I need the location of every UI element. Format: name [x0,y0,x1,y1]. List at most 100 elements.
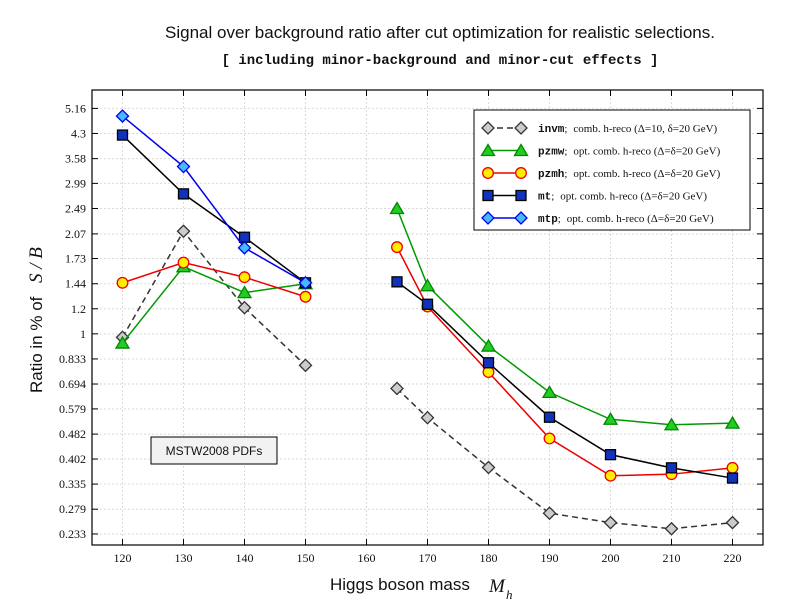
legend-name: mtp [538,214,558,226]
series-invm-point [176,224,191,239]
x-axis-label: Higgs boson mass [330,575,470,594]
annotation-text: MSTW2008 PDFs [166,444,263,458]
series-pzmh-point [238,271,251,284]
series-pzmh-point [116,276,129,289]
series-invm-point [664,521,679,536]
legend-entry-pzmw: pzmw; opt. comb. h-reco (Δ=δ=20 GeV) [480,143,721,159]
legend-separator: ; [558,213,561,225]
legend-marker [481,211,495,225]
series-mt-point [604,449,617,461]
series-pzmw-point [663,417,680,431]
x-tick-label: 140 [236,551,254,565]
series-mt-point [543,411,556,423]
x-tick-label: 130 [175,551,193,565]
series-mt-point [421,298,434,310]
series-invm-point [237,300,252,315]
x-tick-label: 210 [663,551,681,565]
series-mtp [115,109,313,290]
series-invm-point [481,460,496,475]
y-axis-label: Ratio in % of [27,296,46,393]
y-tick-label: 0.335 [59,477,86,491]
x-tick-label: 200 [602,551,620,565]
x-tick-label: 160 [358,551,376,565]
series-mt-point [726,472,739,484]
series-invm-point [390,381,404,396]
series-pzmh-point [177,256,190,269]
series-pzmw-line [396,208,733,426]
series-invm-point [420,410,435,425]
series-pzmw [114,201,741,431]
annotation-box [150,436,278,465]
series-mtp-point [115,109,130,123]
x-tick-label: 190 [541,551,559,565]
series-pzmh-point [604,469,617,482]
legend-marker [481,121,495,135]
series-pzmh-point [299,290,312,303]
series-invm-point [725,515,740,530]
legend-entry-mtp: mtp; opt. comb. h-reco (Δ=δ=20 GeV) [481,211,714,226]
chart-title: Signal over background ratio after cut o… [165,23,715,42]
series-invm-line [121,229,307,366]
series-mt-point [177,188,190,200]
legend-name: mt [538,192,551,204]
x-tick-label: 170 [419,551,437,565]
series-pzmw-point [541,385,558,399]
x-axis-symbol: M [488,576,506,597]
series-pzmw-point [389,201,405,215]
series-pzmw-point [602,411,619,425]
legend-marker [480,143,496,157]
legend-separator: ; [564,123,567,135]
y-tick-label: 2.49 [65,202,86,216]
legend-marker [515,189,527,202]
y-tick-label: 1.73 [65,252,86,266]
y-tick-label: 2.07 [65,227,86,241]
series-pzmw-point [724,415,741,429]
legend-description: opt. comb. h-reco (Δ=δ=20 GeV) [573,146,720,158]
series-pzmw-point [236,285,253,299]
series-invm-point [298,358,313,373]
legend-description: opt. comb. h-reco (Δ=δ=20 GeV) [567,213,714,225]
x-tick-label: 180 [480,551,498,565]
legend-description: opt. comb. h-reco (Δ=δ=20 GeV) [560,191,707,203]
series-pzmh-line [396,246,733,477]
legend-separator: ; [564,146,567,158]
series-mt-point [482,357,495,369]
legend-name: pzmh [538,169,564,181]
series-mt-point [116,129,129,141]
x-tick-label: 150 [297,551,315,565]
y-tick-label: 1.44 [65,277,86,291]
series-pzmh-point [391,241,403,254]
series-group [114,109,741,536]
series-mt-point [391,276,403,288]
y-tick-label: 1.2 [71,302,86,316]
series-mtp-point [298,275,313,290]
legend-marker [514,121,528,135]
chart-subtitle: [ including minor-background and minor-c… [222,53,659,69]
series-mt-line [121,134,306,284]
legend-entry-invm: invm; comb. h-reco (Δ=10, δ=20 GeV) [481,121,718,136]
y-tick-label: 0.233 [59,527,86,541]
series-pzmw-point [480,338,497,352]
series-pzmh-line [122,261,306,298]
series-pzmh-point [543,432,556,445]
legend-marker [513,143,529,157]
legend-separator: ; [564,168,567,180]
series-mt [116,129,739,484]
legend-entry-pzmh: pzmh; opt. comb. h-reco (Δ=δ=20 GeV) [482,167,721,181]
series-invm-point [603,515,618,530]
y-tick-label: 0.279 [59,502,86,516]
x-tick-label: 120 [114,551,132,565]
y-tick-label: 0.694 [59,377,86,391]
legend-name: pzmw [538,147,565,159]
y-tick-label: 1 [80,327,86,341]
x-tick-label: 220 [724,551,742,565]
y-tick-label: 0.402 [59,452,86,466]
legend-items: invm; comb. h-reco (Δ=10, δ=20 GeV) pzmw; o… [480,121,721,226]
series-invm-point [542,506,557,521]
ticks: 120 130 140 150 160 170 180 190 200 210 220 0.233 0.… [59,90,763,565]
legend-marker [482,167,494,179]
x-axis-subscript: h [506,587,513,602]
series-pzmw-point [419,278,436,292]
y-tick-label: 5.16 [65,101,86,115]
